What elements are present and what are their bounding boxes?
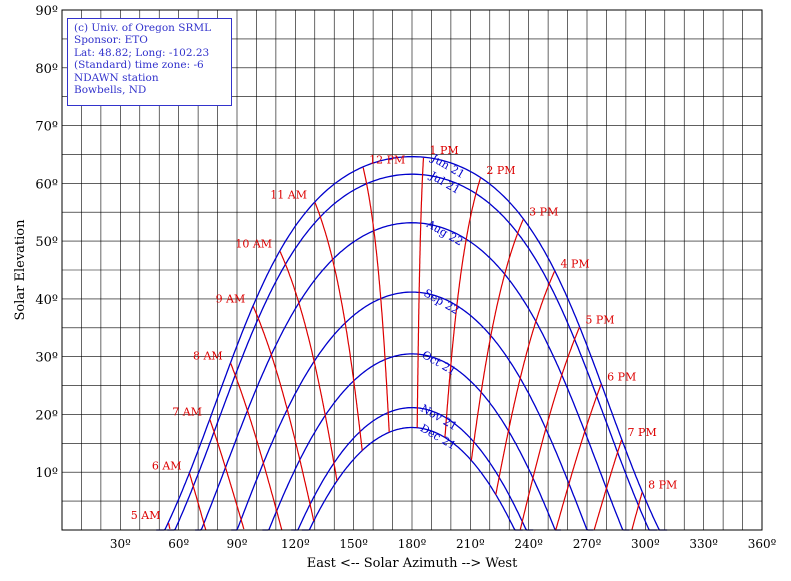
- hour-series-label: 5 PM: [585, 313, 614, 326]
- y-tick-label: 80º: [35, 62, 58, 77]
- x-tick-label: 360º: [748, 537, 777, 551]
- hour-line-6-pm: [555, 384, 602, 530]
- y-axis-label: Solar Elevation: [13, 219, 28, 321]
- hour-series-label: 9 AM: [216, 292, 246, 305]
- hour-series-label: 6 AM: [152, 460, 182, 473]
- info-line-station: Bowbells, ND: [74, 84, 147, 97]
- hour-series-label: 5 AM: [131, 509, 161, 522]
- hour-line-1-pm: [416, 157, 425, 428]
- hour-line-12-pm: [362, 167, 390, 433]
- x-tick-label: 240º: [514, 537, 543, 551]
- info-line-copyright: (c) Univ. of Oregon SRML: [74, 22, 212, 34]
- date-line-jun-21: [156, 155, 668, 531]
- hour-line-5-am: [167, 522, 171, 530]
- hour-line-5-pm: [519, 327, 580, 530]
- hour-series-label: 12 PM: [369, 154, 405, 167]
- x-tick-label: 180º: [398, 537, 427, 551]
- x-tick-label: 210º: [456, 537, 485, 551]
- y-tick-label: 40º: [35, 293, 58, 308]
- date-line-jul-21: [167, 173, 658, 531]
- hour-series-label: 6 PM: [607, 370, 636, 383]
- hour-series-label: 11 AM: [270, 189, 307, 202]
- x-tick-label: 330º: [689, 537, 718, 551]
- hour-series-label: 8 PM: [648, 478, 677, 491]
- y-tick-label: 30º: [35, 351, 58, 366]
- y-tick-label: 60º: [35, 177, 58, 192]
- hour-line-10-am: [279, 251, 338, 481]
- x-tick-label: 150º: [339, 537, 368, 551]
- hour-line-7-am: [209, 419, 245, 530]
- x-tick-label: 120º: [281, 537, 310, 551]
- info-line-network: NDAWN station: [74, 71, 159, 84]
- date-series-label: Sep 22: [421, 287, 461, 318]
- station-info-box: (c) Univ. of Oregon SRML Sponsor: ETO La…: [67, 18, 232, 106]
- y-tick-label: 50º: [35, 235, 58, 250]
- info-line-coordinates: Lat: 48.82; Long: -102.23: [74, 46, 210, 59]
- hour-line-8-pm: [631, 492, 643, 530]
- x-tick-label: 270º: [573, 537, 602, 551]
- y-tick-label: 20º: [35, 408, 58, 423]
- info-line-timezone: (Standard) time zone: -6: [74, 59, 204, 72]
- hour-series-label: 2 PM: [486, 164, 515, 177]
- hour-lines: [167, 157, 643, 531]
- hour-series-label: 4 PM: [561, 257, 590, 270]
- hour-series-label: 8 AM: [193, 349, 223, 362]
- x-tick-label: 90º: [227, 537, 248, 551]
- date-line-oct-21: [262, 353, 561, 531]
- hour-line-6-am: [189, 473, 207, 530]
- hour-line-2-pm: [444, 178, 481, 438]
- y-tick-label: 10º: [35, 466, 58, 481]
- x-axis-label: East <-- Solar Azimuth --> West: [307, 556, 518, 571]
- hour-line-3-pm: [470, 219, 524, 461]
- x-tick-label: 30º: [110, 537, 131, 551]
- hour-series-label: 7 PM: [628, 426, 657, 439]
- hour-line-11-am: [314, 202, 363, 451]
- tick-labels: 30º 60º 90º 120º 150º 180º 210º 240º 270º 300º 330…: [35, 4, 776, 551]
- hour-line-4-pm: [495, 271, 556, 495]
- x-tick-label: 300º: [631, 537, 660, 551]
- y-tick-label: 90º: [35, 4, 58, 19]
- y-tick-label: 70º: [35, 120, 58, 135]
- hour-series-label: 10 AM: [235, 237, 272, 250]
- hour-line-7-pm: [593, 439, 623, 530]
- plot-frame: [61, 9, 763, 531]
- date-line-dec-21: [301, 426, 523, 531]
- date-lines: [156, 155, 668, 531]
- date-series-label: Aug 22: [424, 217, 466, 249]
- hour-series-label: 7 AM: [172, 406, 202, 419]
- hour-series-label: 1 PM: [429, 144, 458, 157]
- date-line-nov-21: [291, 406, 534, 531]
- hour-line-8-am: [230, 363, 283, 531]
- hour-line-9-am: [252, 306, 315, 522]
- x-tick-label: 60º: [168, 537, 189, 551]
- hour-series-label: 3 PM: [529, 206, 558, 219]
- info-line-sponsor: Sponsor: ETO: [74, 34, 148, 47]
